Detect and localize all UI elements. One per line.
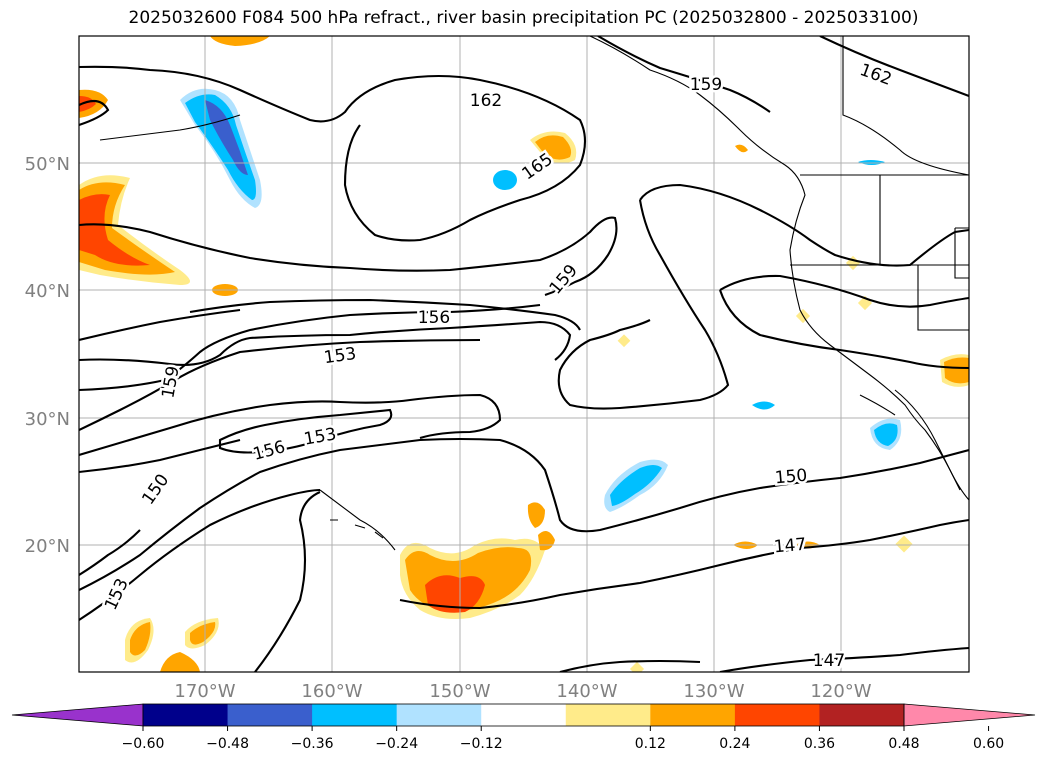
lon-label-160w: 160°W — [301, 681, 362, 702]
colorbar-extend-low — [11, 703, 144, 727]
contour-label: 153 — [302, 424, 337, 449]
colorbar-segment — [312, 704, 398, 726]
contour-label: 153 — [323, 344, 358, 368]
colorbar-segment — [734, 704, 820, 726]
colorbar-tick-label: 0.48 — [888, 736, 919, 752]
colorbar-segment — [819, 704, 905, 726]
colorbar: −0.60 −0.48 −0.36 −0.24 −0.12 0.12 0.24 0.36 0.4… — [11, 703, 1036, 752]
contour-label: 162 — [470, 91, 502, 111]
lat-label-40n: 40°N — [25, 281, 70, 302]
lon-label-170w: 170°W — [174, 681, 235, 702]
graticule — [79, 36, 969, 672]
lat-label-50n: 50°N — [25, 154, 70, 175]
contour-label: 156 — [251, 437, 288, 465]
contour-label: 162 — [857, 60, 894, 90]
lon-label-130w: 130°W — [683, 681, 744, 702]
map-title: 2025032600 F084 500 hPa refract., river … — [128, 8, 919, 28]
latitude-labels: 50°N 40°N 30°N 20°N — [25, 154, 70, 557]
contour-label: 153 — [101, 575, 133, 613]
colorbar-tick-label: −0.60 — [122, 736, 165, 752]
colorbar-tick-label: −0.24 — [375, 736, 418, 752]
contour-label: 159 — [690, 75, 722, 95]
lat-label-30n: 30°N — [25, 409, 70, 430]
colorbar-extend-high — [903, 703, 1036, 727]
contour-label: 150 — [138, 471, 173, 509]
colorbar-tick-label: 0.24 — [719, 736, 750, 752]
lon-label-120w: 120°W — [810, 681, 871, 702]
colorbar-segment — [143, 704, 229, 726]
colorbar-segment — [227, 704, 313, 726]
colorbar-tick-label: −0.12 — [460, 736, 503, 752]
lon-label-140w: 140°W — [556, 681, 617, 702]
contour-label: 156 — [418, 308, 450, 328]
contour-label: 147 — [773, 535, 807, 558]
lat-label-20n: 20°N — [25, 536, 70, 557]
longitude-labels: 170°W 160°W 150°W 140°W 130°W 120°W — [174, 681, 871, 702]
colorbar-segment — [565, 704, 651, 726]
colorbar-tick-label: −0.48 — [206, 736, 249, 752]
colorbar-tick-label: 0.12 — [635, 736, 666, 752]
colorbar-tick-label: 0.60 — [973, 736, 1004, 752]
map-plot-area: 162 162 159 165 159 156 153 159 156 153 … — [79, 36, 969, 672]
colorbar-segment — [481, 704, 567, 726]
contour-label: 159 — [158, 364, 183, 399]
map-frame — [78, 35, 970, 673]
precipitation-fill — [79, 36, 969, 672]
colorbar-tick-label: −0.36 — [291, 736, 334, 752]
colorbar-frame — [142, 703, 905, 727]
colorbar-segment — [396, 704, 482, 726]
contour-label: 150 — [774, 466, 808, 489]
colorbar-segment — [650, 704, 736, 726]
height-contours — [79, 36, 969, 672]
lon-label-150w: 150°W — [429, 681, 490, 702]
contour-label: 147 — [813, 651, 845, 671]
colorbar-tick-label: 0.36 — [804, 736, 835, 752]
